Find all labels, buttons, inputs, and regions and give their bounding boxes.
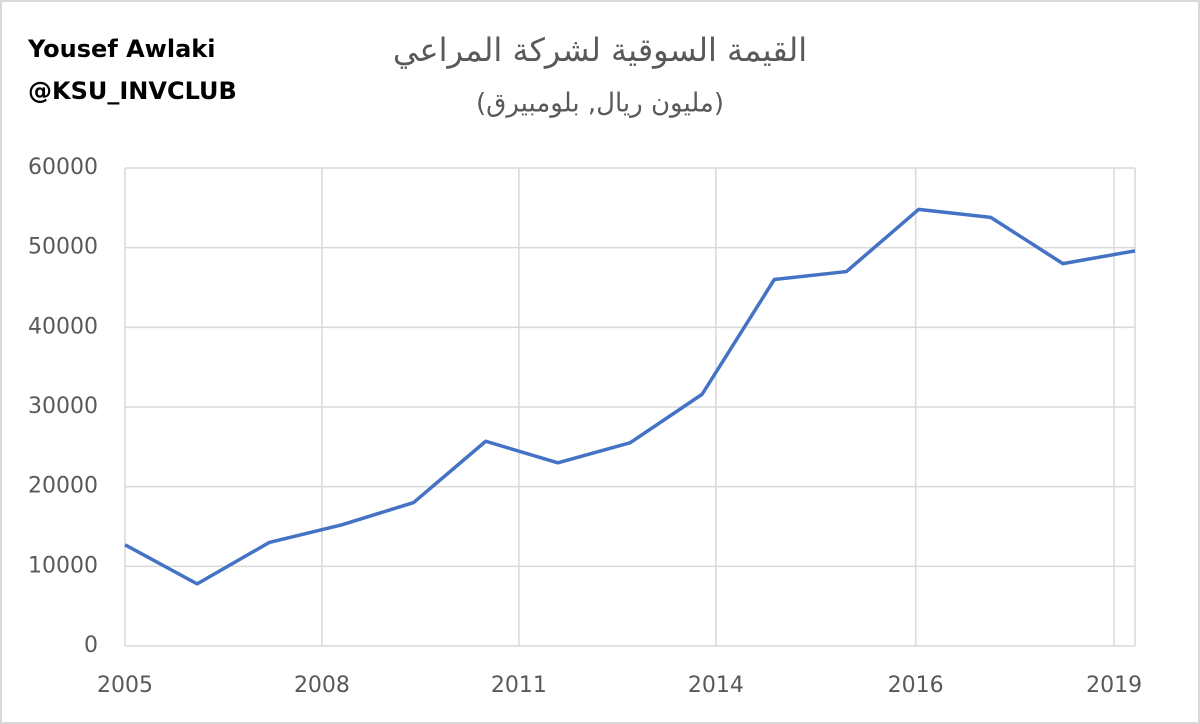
y-tick-label: 40000 [28, 314, 98, 339]
y-tick-label: 60000 [28, 155, 98, 180]
chart-subtitle: (مليون ريال, بلومبيرق) [476, 89, 724, 119]
handle: @KSU_INVCLUB [28, 77, 237, 105]
x-tick-label: 2011 [491, 673, 547, 698]
chart-title: القيمة السوقية لشركة المراعي [393, 31, 807, 69]
y-tick-label: 10000 [28, 553, 98, 578]
y-tick-label: 20000 [28, 474, 98, 499]
series-line [124, 207, 1136, 586]
x-tick-label: 2019 [1086, 673, 1142, 698]
x-tick-label: 2014 [688, 673, 744, 698]
x-tick-label: 2005 [97, 673, 153, 698]
author: Yousef Awlaki [27, 35, 215, 63]
x-tick-label: 2016 [888, 673, 944, 698]
y-tick-label: 30000 [28, 394, 98, 419]
y-tick-label: 0 [84, 633, 98, 658]
x-tick-label: 2008 [294, 673, 350, 698]
y-tick-label: 50000 [28, 235, 98, 260]
